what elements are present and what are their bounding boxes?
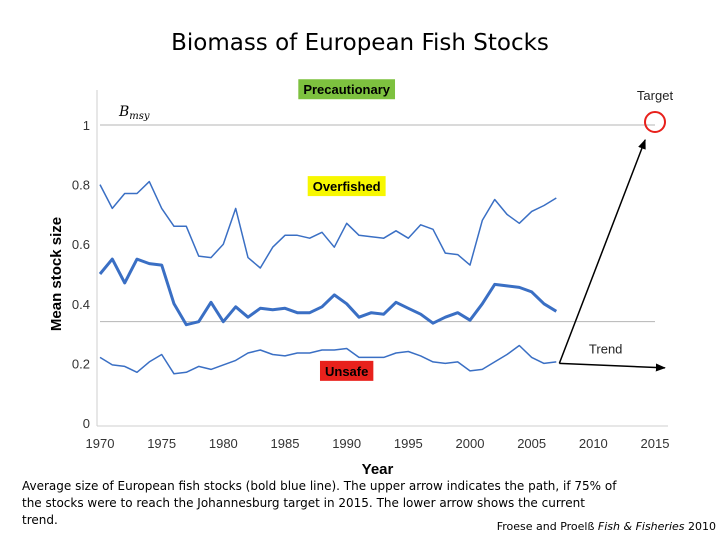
x-tick-label: 1995	[394, 436, 423, 451]
x-tick-label: 1970	[86, 436, 115, 451]
x-tick-label: 1980	[209, 436, 238, 451]
y-axis-label: Mean stock size	[48, 217, 65, 331]
figure-caption: Average size of European fish stocks (bo…	[22, 479, 617, 527]
y-tick-label: 0	[83, 416, 90, 431]
x-tick-label: 2010	[579, 436, 608, 451]
zone-box-overfished	[307, 176, 386, 197]
bmsy-main: B	[118, 104, 129, 120]
upper-arrow	[558, 138, 646, 364]
x-tick-label: 1975	[147, 436, 176, 451]
series-line-upper	[99, 180, 557, 269]
y-tick-label: 0.6	[72, 237, 90, 252]
x-axis-label: Year	[362, 461, 394, 478]
annotation-trend: Trend	[589, 342, 622, 357]
x-tick-label: 2005	[517, 436, 546, 451]
series-line-lower	[99, 344, 557, 375]
annotation-target: Target	[637, 88, 674, 103]
x-tick-label: 2015	[641, 436, 670, 451]
x-tick-label: 1985	[271, 436, 300, 451]
credit-authors: Froese and Proelß	[496, 520, 595, 533]
x-tick-label: 1990	[332, 436, 361, 451]
chart-title: Biomass of European Fish Stocks	[171, 30, 549, 56]
zone-label-precautionary: Precautionary	[303, 82, 390, 97]
target-circle	[644, 111, 666, 133]
zone-box-precautionary	[298, 79, 396, 100]
zone-box-unsafe	[319, 360, 374, 381]
y-tick-label: 0.4	[72, 297, 90, 312]
y-tick-label: 0.8	[72, 178, 90, 193]
bmsy-label: Bmsy	[118, 104, 150, 122]
y-tick-label: 0.2	[72, 356, 90, 371]
credit-year: 2010	[688, 520, 716, 533]
zone-label-overfished: Overfished	[313, 179, 381, 194]
source-credit: Froese and Proelß Fish & Fisheries 2010	[497, 520, 716, 533]
credit-journal: Fish & Fisheries	[597, 520, 685, 533]
bmsy-subscript: msy	[129, 111, 150, 122]
x-tick-label: 2000	[456, 436, 485, 451]
y-tick-label: 1	[83, 118, 90, 133]
lower-arrow	[559, 362, 666, 372]
series-line-mean	[98, 257, 558, 327]
zone-label-unsafe: Unsafe	[325, 364, 368, 379]
